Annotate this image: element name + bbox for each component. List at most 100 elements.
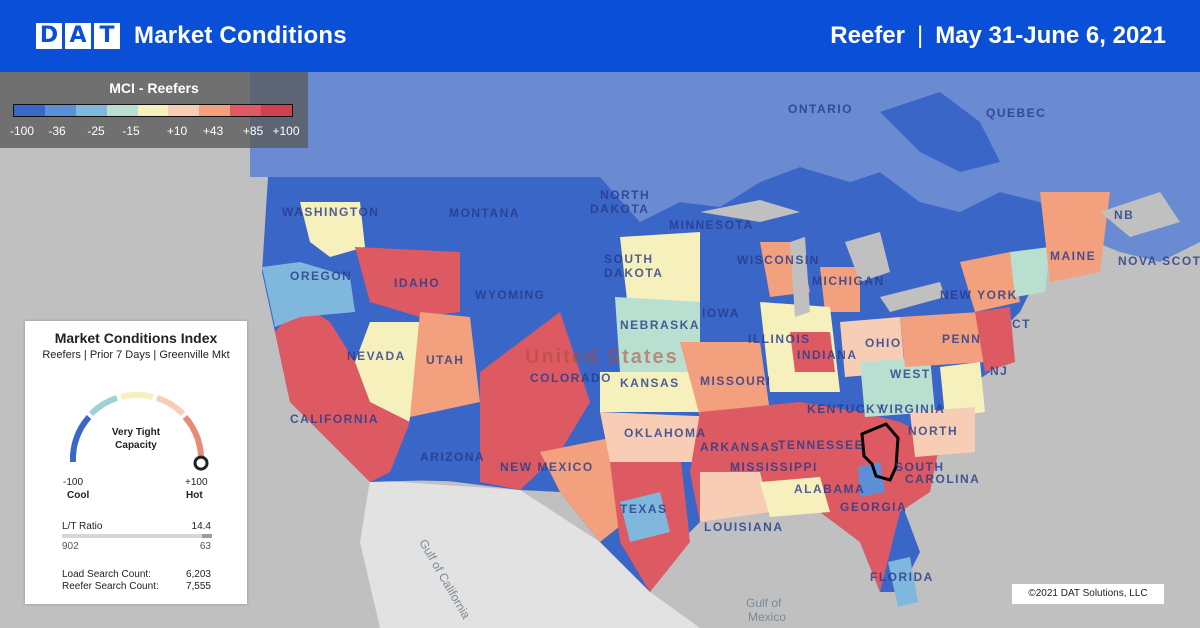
region-oregon[interactable] — [262, 262, 355, 327]
region-indiana-hot[interactable] — [790, 332, 835, 372]
region-washington[interactable] — [300, 202, 365, 257]
region-kansas[interactable] — [600, 372, 700, 412]
map-label: WASHINGTON — [282, 205, 380, 219]
map-label: NEVADA — [347, 349, 406, 363]
dat-logo: D A T — [36, 23, 120, 49]
region-missouri[interactable] — [680, 342, 770, 417]
region-louisiana-mild[interactable] — [700, 472, 770, 522]
region-alabama-south[interactable] — [760, 477, 830, 517]
region-oklahoma[interactable] — [600, 412, 720, 462]
region-nebraska[interactable] — [615, 297, 700, 372]
map-label: OHIO — [865, 336, 902, 350]
map-label: COLORADO — [530, 371, 612, 385]
map-label: ALABAMA — [794, 482, 866, 496]
mci-tick-label: -36 — [48, 124, 66, 138]
header-bar: D A T Market Conditions Reefer | May 31-… — [0, 0, 1200, 72]
gauge-needle — [193, 455, 209, 471]
map-label: ILLINOIS — [748, 332, 811, 346]
region-west-virginia[interactable] — [860, 357, 935, 417]
map-label: DAKOTA — [590, 202, 650, 216]
mci-tick-label: -25 — [87, 124, 105, 138]
map-label: MISSOURI — [700, 374, 772, 388]
mci-tick-label: +100 — [272, 124, 300, 138]
map-label: NORTH — [908, 424, 959, 438]
region-texas-mild[interactable] — [620, 492, 670, 542]
map-label: VIRGINIA — [880, 402, 946, 416]
map-label: ARKANSAS — [700, 440, 781, 454]
gauge-segment — [120, 392, 154, 400]
map-label: NB — [1114, 208, 1135, 222]
logo-letter: A — [65, 23, 91, 49]
map-label: FLORIDA — [870, 570, 934, 584]
mci-color-swatch — [137, 105, 169, 116]
truck-count: 63 — [199, 541, 211, 552]
mci-tick-label: -15 — [122, 124, 140, 138]
region-vermont[interactable] — [1010, 247, 1050, 297]
mci-color-swatch — [199, 105, 231, 116]
mci-legend: MCI - Reefers -100 -36 -25 -15 +10 +43 +85 +100 — [0, 72, 308, 148]
map-label: WYOMING — [475, 288, 546, 302]
market-conditions-card: Market Conditions Index Reefers | Prior … — [25, 321, 247, 604]
region-north-carolina[interactable] — [910, 407, 975, 457]
region-south-florida[interactable] — [888, 557, 918, 607]
mci-tick-label: -100 — [9, 124, 35, 138]
region-arizona[interactable] — [400, 412, 480, 482]
map-label: CAROLINA — [905, 472, 981, 486]
map-label: PENN — [942, 332, 982, 346]
region-utah[interactable] — [410, 312, 480, 417]
map-label: IDAHO — [394, 276, 441, 290]
map-label: CALIFORNIA — [290, 412, 379, 426]
header-separator: | — [916, 22, 924, 49]
mci-color-swatch — [261, 105, 293, 116]
bay-of-fundy — [1100, 192, 1180, 237]
equipment-type: Reefer — [830, 22, 905, 49]
mci-color-swatch — [168, 105, 200, 116]
map-label: OKLAHOMA — [624, 426, 707, 440]
region-nevada[interactable] — [355, 322, 420, 422]
map-label: MINNESOTA — [669, 218, 754, 232]
mci-color-swatch — [75, 105, 107, 116]
map-label: SOUTH — [895, 460, 945, 474]
gauge-min-label: Cool — [67, 490, 90, 501]
mci-legend-title: MCI - Reefers — [109, 80, 199, 96]
region-nj[interactable] — [975, 307, 1015, 372]
map-label: MISSISSIPPI — [730, 460, 818, 474]
gauge-segment — [155, 395, 186, 417]
map-label: NEW YORK — [940, 288, 1018, 302]
map-label: CT — [1012, 317, 1031, 331]
gauge-status-line: Capacity — [115, 440, 157, 451]
mci-scale-ticks: -100 -36 -25 -15 +10 +43 +85 +100 — [0, 124, 308, 140]
mci-color-scale — [13, 104, 293, 117]
region-ga-cool[interactable] — [858, 462, 885, 497]
region-colorado-nm[interactable] — [480, 312, 590, 490]
reefer-search-value: 7,555 — [185, 581, 211, 592]
water-label: Gulf of — [746, 596, 782, 610]
mci-tick-label: +85 — [242, 124, 264, 138]
gauge-status: Very Tight Capacity — [96, 426, 176, 452]
gauge-status-line: Very Tight — [111, 427, 161, 438]
lt-ratio-bar — [62, 534, 212, 538]
region-michigan[interactable] — [820, 267, 860, 312]
copyright-notice: ©2021 DAT Solutions, LLC — [1012, 584, 1164, 604]
map-label: GEORGIA — [840, 500, 908, 514]
region-new-york[interactable] — [960, 252, 1020, 312]
mci-tick-label: +43 — [202, 124, 224, 138]
mci-tick-label: +10 — [166, 124, 188, 138]
region-maine[interactable] — [1040, 192, 1110, 282]
map-label: ONTARIO — [788, 102, 853, 116]
greenville-market-outline[interactable] — [860, 422, 900, 482]
date-range: May 31-June 6, 2021 — [935, 22, 1166, 49]
mci-gauge — [69, 392, 209, 471]
map-label: NEBRASKA — [620, 318, 701, 332]
region-pennsylvania[interactable] — [900, 312, 985, 367]
gauge-max-label: Hot — [186, 490, 203, 501]
mci-color-swatch — [106, 105, 138, 116]
map-label: DAKOTA — [604, 266, 664, 280]
gauge-segment — [182, 414, 205, 463]
map-label: MICHIGAN — [812, 274, 885, 288]
lake-michigan — [790, 237, 810, 317]
region-california[interactable] — [275, 302, 410, 482]
canada-quebec-region[interactable] — [880, 92, 1000, 172]
region-virginia[interactable] — [940, 362, 985, 417]
region-idaho[interactable] — [355, 247, 460, 317]
